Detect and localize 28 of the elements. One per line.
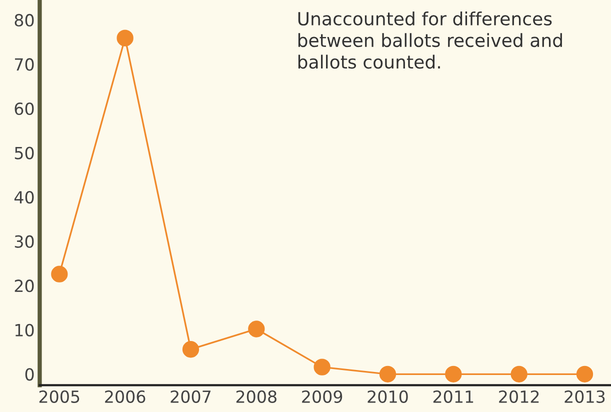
y-tick-label: 50: [14, 146, 34, 160]
x-tick-label: 2010: [368, 390, 408, 403]
y-tick-label: 20: [14, 280, 34, 292]
point: [314, 358, 330, 376]
point: [116, 30, 134, 46]
point: [576, 366, 594, 382]
y-tick-label: 10: [15, 324, 34, 336]
x-tick-label: 2012: [499, 390, 539, 403]
point: [510, 366, 528, 382]
x-tick-label: 2006: [105, 390, 146, 403]
point: [51, 266, 68, 282]
y-tick-label: 60: [14, 102, 34, 116]
y-tick-label: 70: [15, 58, 34, 71]
y-tick-label: 0: [25, 368, 34, 381]
x-tick-label: 2011: [433, 390, 474, 403]
point: [248, 320, 265, 338]
point: [379, 366, 396, 382]
point: [182, 341, 200, 358]
x-tick-label: 2007: [170, 390, 211, 403]
y-tick-label: 30: [14, 235, 34, 248]
x-tick-label: 2008: [236, 390, 276, 403]
x-tick-label: 2009: [302, 390, 342, 403]
y-tick-label: 40: [14, 191, 34, 204]
x-tick-label: 2013: [564, 390, 605, 403]
x-tick-label: 2005: [39, 390, 80, 403]
y-tick-label: 80: [14, 14, 34, 26]
point: [445, 366, 462, 382]
annotation: Unaccounted for differences between ballots received and ballots counted.: [298, 12, 562, 69]
